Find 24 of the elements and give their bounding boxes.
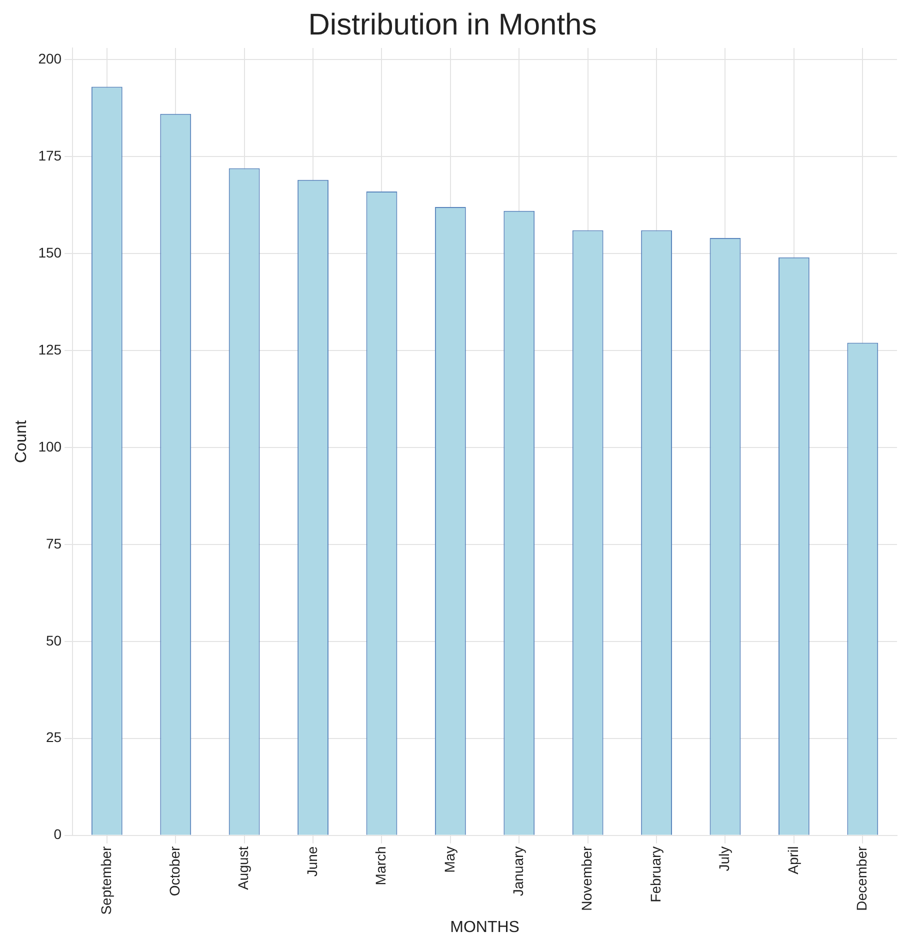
y-tick-label: 25: [46, 729, 62, 746]
y-tick-label: 125: [38, 341, 62, 358]
y-tick-label: 75: [46, 535, 62, 552]
x-tick-label: May: [441, 846, 458, 873]
x-tick-label: June: [304, 846, 320, 877]
x-tick-label: April: [784, 846, 801, 874]
x-tick-label: July: [716, 846, 732, 872]
y-tick-label: 175: [38, 147, 62, 164]
x-tick-label: February: [647, 846, 664, 902]
chart-title: Distribution in Months: [308, 8, 597, 42]
x-tick-label: September: [98, 846, 114, 915]
y-tick-label: 200: [38, 50, 62, 66]
y-tick-label: 0: [54, 826, 62, 842]
y-axis-title: Count: [13, 420, 30, 464]
x-tick-label: October: [166, 846, 182, 896]
x-axis-title: MONTHS: [450, 918, 520, 936]
y-tick-label: 50: [46, 632, 62, 648]
x-tick-label: March: [372, 846, 389, 886]
x-tick-label: December: [854, 846, 870, 911]
y-tick-label: 150: [38, 244, 62, 260]
x-tick-label: January: [510, 846, 526, 896]
x-tick-label: August: [235, 846, 252, 890]
x-tick-label: November: [578, 846, 595, 911]
y-tick-label: 100: [38, 438, 62, 454]
